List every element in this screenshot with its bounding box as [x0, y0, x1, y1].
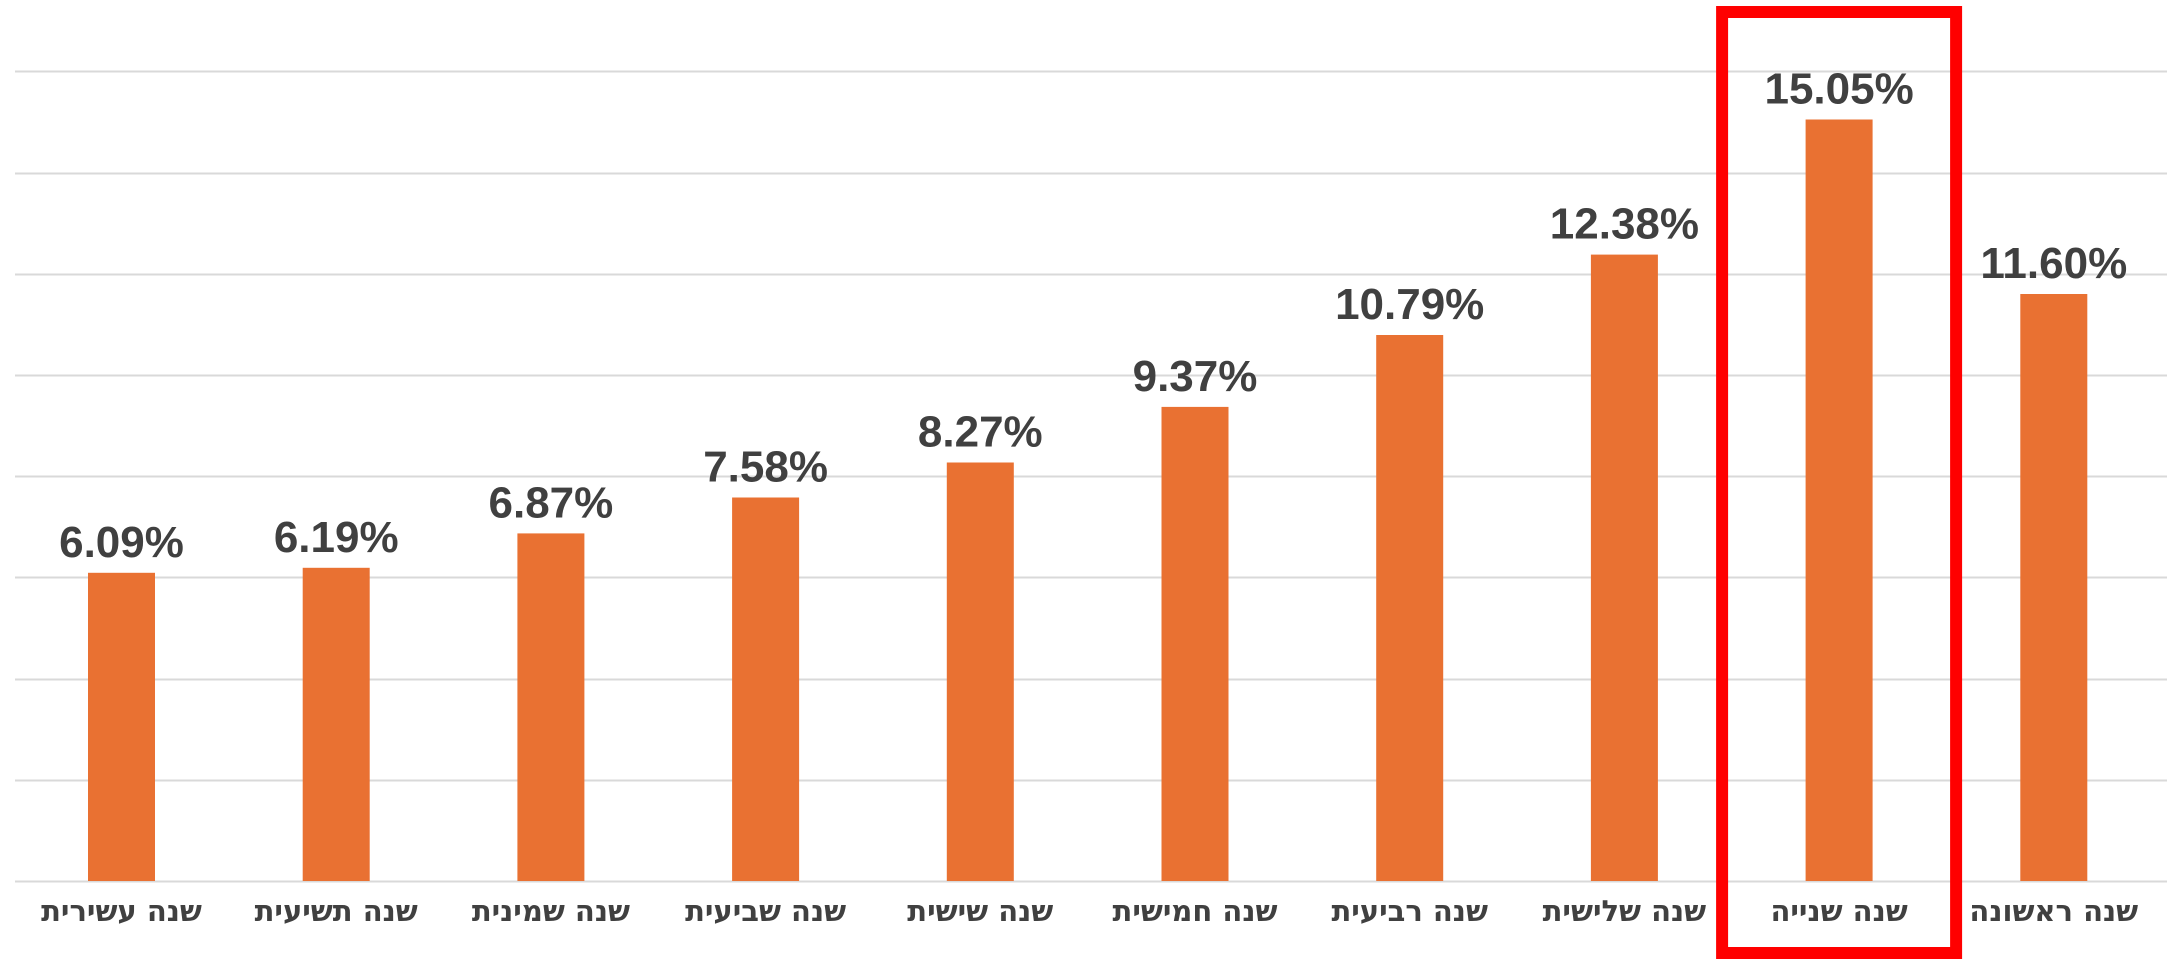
data-label: 9.37%	[1133, 352, 1258, 401]
bars-layer	[88, 119, 2088, 882]
x-tick-label: שנה שביעית	[685, 894, 846, 928]
x-tick-label: שנה שמינית	[472, 894, 630, 928]
data-label: 7.58%	[703, 443, 828, 492]
data-label: 8.27%	[918, 408, 1043, 457]
bar	[517, 533, 585, 881]
bar	[1376, 335, 1444, 881]
bar	[1161, 406, 1229, 881]
bar	[88, 572, 155, 881]
data-label: 11.60%	[1980, 239, 2127, 288]
x-tick-label: שנה שנייה	[1770, 894, 1907, 928]
highlight-box	[1716, 6, 1963, 959]
bar	[1590, 254, 1658, 882]
data-label: 6.19%	[274, 513, 399, 562]
highlight-layer	[1716, 6, 1963, 959]
data-label: 6.87%	[489, 478, 614, 527]
grid-layer	[15, 70, 2167, 883]
data-labels-layer: 6.09% 6.19% 6.87% 7.58% 8.27% 9.37% 10.79% 12.3…	[59, 65, 2127, 567]
x-tick-label: שנה חמישית	[1113, 894, 1278, 928]
x-tick-label: שנה תשיעית	[255, 894, 418, 928]
x-tick-label: שנה שישית	[907, 894, 1053, 928]
x-tick-label: שנה שלישית	[1543, 894, 1707, 928]
x-tick-labels-layer: שנה עשירית שנה תשיעית שנה שמינית שנה שביעית…	[41, 894, 2138, 928]
bar	[1805, 119, 1873, 881]
data-label: 12.38%	[1550, 200, 1699, 249]
bar	[732, 497, 800, 881]
data-label: 10.79%	[1335, 280, 1484, 329]
bar	[946, 462, 1014, 881]
x-tick-label: שנה עשירית	[41, 894, 202, 928]
data-label: 6.09%	[59, 518, 184, 567]
bar	[302, 567, 370, 881]
x-tick-label: שנה רביעית	[1331, 894, 1488, 928]
x-tick-label: שנה ראשונה	[1969, 894, 2138, 928]
bar	[2020, 294, 2088, 881]
data-label: 15.05%	[1764, 65, 1913, 114]
